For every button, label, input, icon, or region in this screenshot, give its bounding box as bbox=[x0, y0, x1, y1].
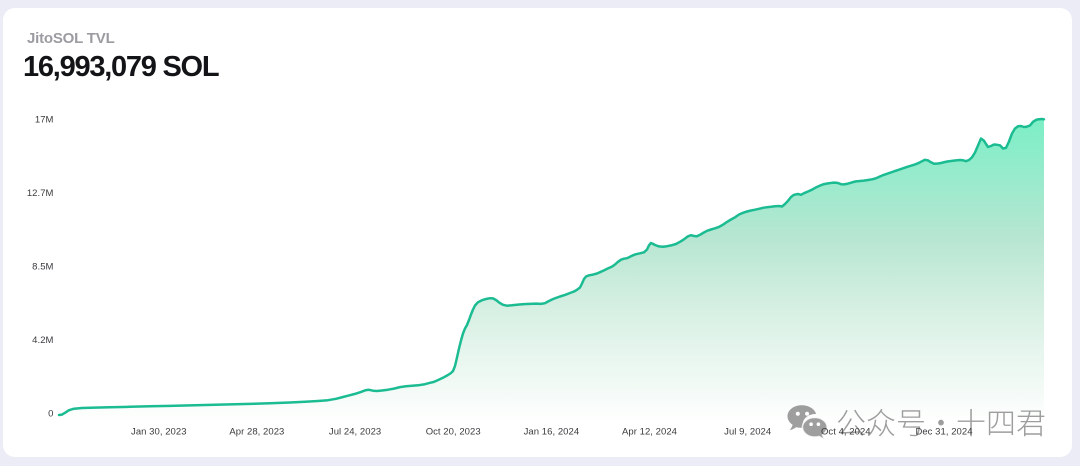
svg-text:Oct 4, 2024: Oct 4, 2024 bbox=[821, 427, 871, 438]
svg-text:Jan 30, 2023: Jan 30, 2023 bbox=[131, 427, 187, 438]
svg-text:Apr 12, 2024: Apr 12, 2024 bbox=[622, 427, 677, 438]
svg-text:Dec 31, 2024: Dec 31, 2024 bbox=[915, 427, 972, 438]
svg-text:Jan 16, 2024: Jan 16, 2024 bbox=[524, 427, 580, 438]
svg-text:Oct 20, 2023: Oct 20, 2023 bbox=[426, 427, 481, 438]
svg-text:4.2M: 4.2M bbox=[32, 335, 53, 346]
svg-text:17M: 17M bbox=[35, 115, 54, 126]
svg-text:8.5M: 8.5M bbox=[32, 262, 53, 273]
svg-text:Jul 9, 2024: Jul 9, 2024 bbox=[724, 427, 771, 438]
svg-text:12.7M: 12.7M bbox=[27, 188, 54, 199]
svg-text:0: 0 bbox=[48, 409, 53, 420]
svg-text:Apr 28, 2023: Apr 28, 2023 bbox=[229, 427, 284, 438]
svg-text:Jul 24, 2023: Jul 24, 2023 bbox=[329, 427, 381, 438]
